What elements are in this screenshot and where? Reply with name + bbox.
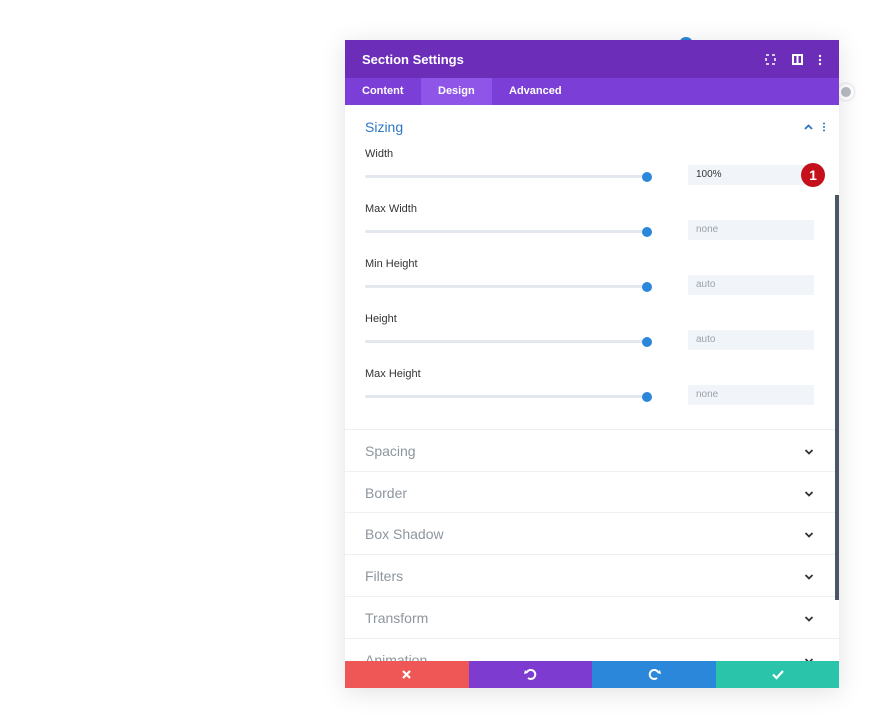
field-input[interactable]: auto [688, 275, 814, 295]
collapsed-section[interactable]: Filters [345, 554, 839, 597]
section-icons[interactable] [803, 122, 833, 132]
field-label: Min Height [365, 258, 418, 270]
header: Section Settings [345, 40, 839, 78]
section-title[interactable]: Sizing [365, 119, 404, 135]
field-input[interactable]: none [688, 385, 814, 405]
header-icons[interactable] [763, 54, 833, 66]
undo-button[interactable] [468, 661, 593, 688]
footer [345, 661, 839, 688]
tab-bar: Content Design Advanced [345, 78, 839, 105]
tab[interactable]: Advanced [509, 85, 562, 97]
slider-track[interactable] [365, 340, 647, 343]
tab[interactable]: Design [421, 78, 492, 105]
slider-knob[interactable] [642, 336, 652, 347]
collapsed-section[interactable]: Border [345, 470, 839, 514]
slider-track[interactable] [365, 395, 647, 398]
settings-panel: Section Settings Content Design Advanced S… [345, 40, 839, 688]
chevron [804, 532, 814, 539]
slider-track[interactable] [365, 285, 647, 288]
slider-track[interactable] [365, 230, 647, 233]
collapsed-section[interactable]: Spacing [345, 429, 839, 472]
field-label: Max Height [365, 368, 421, 380]
chevron [804, 574, 814, 580]
slider-track[interactable] [365, 175, 647, 178]
field-input[interactable]: none [688, 220, 814, 240]
tab[interactable]: Content [362, 85, 404, 97]
chevron [804, 449, 814, 455]
collapsed-section[interactable]: Transform [345, 595, 839, 639]
chevron [804, 491, 814, 497]
panel-title: Section Settings [362, 52, 464, 67]
field-label: Max Width [365, 203, 417, 215]
slider-knob[interactable] [642, 226, 652, 237]
chevron [804, 616, 814, 622]
scrollbar[interactable] [835, 195, 839, 600]
field-input[interactable]: auto [688, 330, 814, 350]
slider-knob[interactable] [642, 391, 652, 402]
section-label: Border [365, 484, 408, 501]
section-label: Spacing [365, 443, 416, 459]
field-label: Width [365, 148, 394, 160]
slider-knob[interactable] [642, 171, 652, 182]
collapsed-section[interactable]: Box Shadow [345, 512, 839, 555]
redo-button[interactable] [592, 661, 716, 688]
slider-knob[interactable] [642, 281, 652, 292]
section-label: Transform [365, 609, 429, 626]
section-label: Box Shadow [365, 526, 444, 543]
field-label: Height [365, 313, 397, 325]
badge: 1 [801, 163, 825, 187]
section-label: Filters [365, 568, 404, 585]
field-input[interactable]: 100% [688, 165, 814, 185]
cancel-button[interactable] [345, 661, 469, 688]
save-button[interactable] [715, 661, 840, 688]
close-icon[interactable] [838, 84, 854, 100]
